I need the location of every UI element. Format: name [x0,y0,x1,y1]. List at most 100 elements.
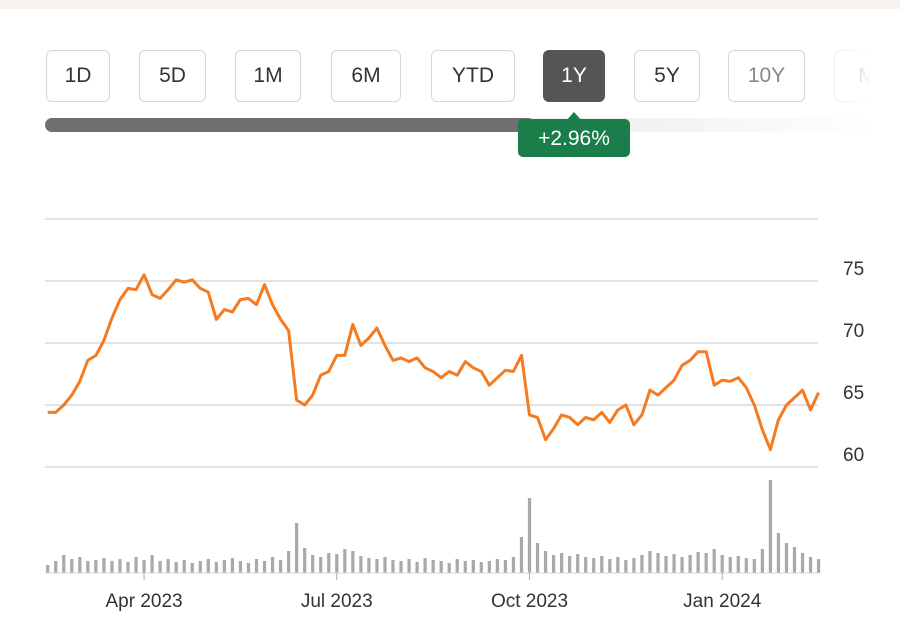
range-button[interactable]: 1M [235,50,301,102]
volume-bar [359,556,363,573]
volume-bar [608,559,612,573]
volume-bar [600,556,604,573]
volume-bar [680,557,684,573]
volume-bar [399,561,403,573]
volume-bar [712,549,716,573]
volume-bar [158,561,162,573]
volume-bar [78,557,82,573]
volume-bar [54,561,58,573]
volume-bar [471,560,475,573]
volume-bar [656,553,660,573]
volume-bar [134,557,138,573]
volume-bar [568,556,572,573]
volume-bar [760,549,764,573]
volume-bar [270,557,275,573]
volume-bar [776,533,781,573]
volume-bar [150,555,154,573]
range-button[interactable]: 1D [46,50,110,102]
range-button[interactable]: 10Y [728,50,805,102]
volume-bar [696,552,700,573]
volume-bar [423,558,427,573]
volume-bar [375,559,379,573]
volume-bar [576,554,580,573]
volume-bar [86,561,90,573]
volume-bar [728,557,732,573]
volume-bar [784,543,789,573]
volume-bar [808,557,813,573]
y-tick-label: 60 [843,445,864,466]
volume-bar [351,551,355,573]
change-label: +2.96% [538,127,610,150]
volume-bar [182,560,186,573]
volume-bar [94,560,98,573]
range-button[interactable]: 5D [139,50,206,102]
volume-bar [624,560,628,573]
x-tick-label: Apr 2023 [105,591,182,612]
range-button[interactable]: 5Y [634,50,700,102]
y-tick-label: 65 [843,383,864,404]
volume-bar [319,557,323,573]
volume-bar [455,559,459,573]
volume-bar [206,559,210,573]
y-tick-label: 70 [843,321,864,342]
volume-bar [543,551,548,573]
volume-bar [415,562,419,573]
range-button[interactable]: 1Y [543,50,605,102]
volume-bar [110,561,114,573]
volume-bar [238,561,243,573]
range-button[interactable]: YTD [431,50,515,102]
x-tick-label: Oct 2023 [491,591,568,612]
change-badge [518,119,630,157]
volume-bar [688,555,692,573]
volume-bar [230,558,234,573]
volume-bar [126,562,130,573]
volume-bar [327,553,331,573]
volume-bar [431,560,435,573]
volume-bar [118,559,122,573]
volume-bar [704,553,708,573]
volume-bar [214,562,218,573]
volume-bar [62,555,66,573]
volume-bar [720,555,724,573]
x-tick-label: Jan 2024 [683,591,762,612]
volume-bar [287,551,291,573]
volume-bar [503,560,508,573]
y-tick-label: 75 [843,259,864,280]
volume-bar [800,553,805,573]
volume-bar [222,560,226,573]
volume-bar [367,558,371,573]
volume-bar [46,565,50,573]
badge-arrow [566,112,582,121]
volume-bar [463,561,467,573]
volume-bar [511,557,516,573]
volume-bar [592,558,596,573]
volume-bar [640,555,644,573]
volume-bar [391,560,395,573]
volume-bar [744,558,748,573]
volume-bar [479,562,483,573]
volume-bar [142,560,146,573]
volume-bar [487,561,491,573]
volume-bar [632,558,636,573]
range-button[interactable]: 6M [331,50,401,102]
volume-bar [70,559,74,573]
volume-bar [439,561,443,573]
volume-bar [616,557,620,573]
volume-bar [383,557,387,573]
volume-bar [792,547,797,573]
volume-bar [343,549,347,573]
volume-bar [816,559,821,573]
volume-bar [254,559,259,573]
volume-bar [495,559,499,573]
volume-bar [672,554,676,573]
volume-bar [335,554,339,573]
volume-bar [560,553,564,573]
volume-bar [262,561,267,573]
volume-bar [447,563,451,573]
volume-bar [752,559,756,573]
price-line [47,273,820,452]
volume-bar [190,563,194,573]
progress-fill [45,118,535,132]
